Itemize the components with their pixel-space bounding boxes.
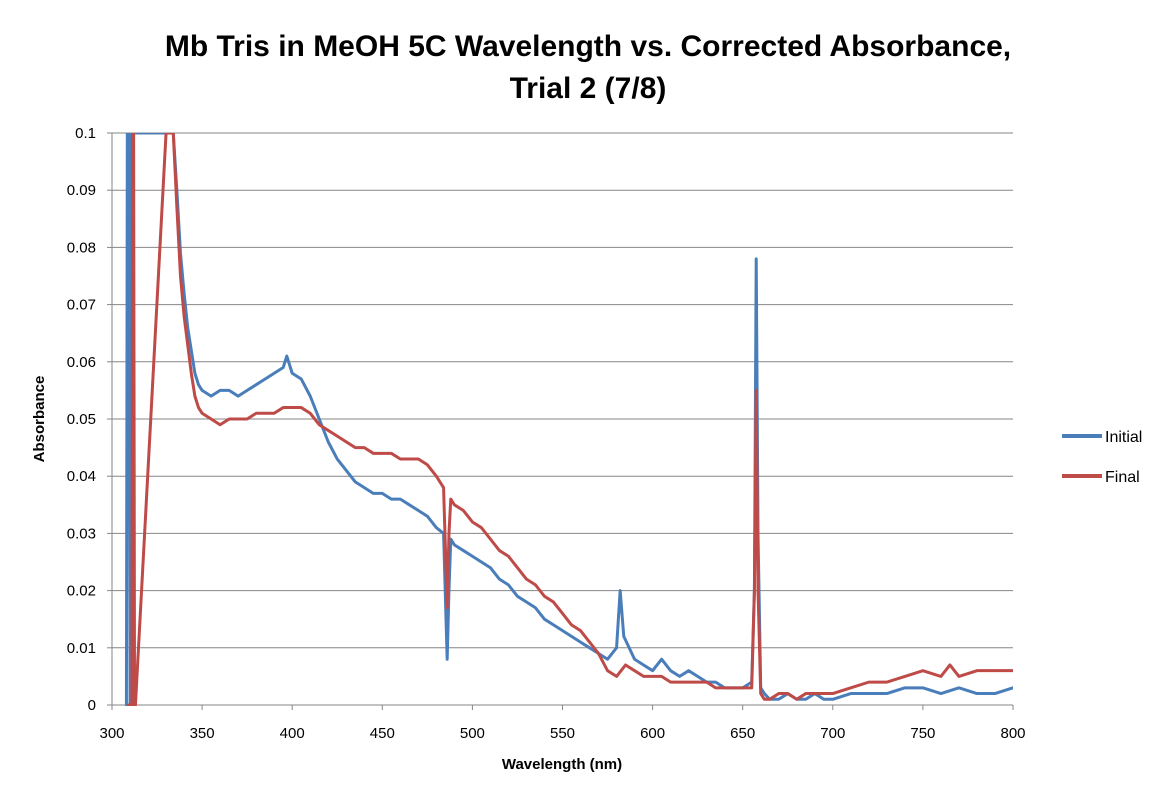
y-tick-label: 0.1 (75, 125, 96, 142)
y-tick-label: 0.03 (67, 525, 96, 542)
y-tick-label: 0.06 (67, 354, 96, 371)
x-tick-label: 300 (99, 725, 124, 742)
x-tick-label: 700 (820, 725, 845, 742)
x-tick-label: 500 (460, 725, 485, 742)
x-tick-label: 800 (1000, 725, 1025, 742)
legend: Initial Final (1062, 429, 1142, 486)
chart-title-line-1: Mb Tris in MeOH 5C Wavelength vs. Correc… (165, 30, 1011, 63)
x-tick-labels: 300 350 400 450 500 550 600 650 700 750 800 (99, 725, 1025, 742)
y-tick-label: 0.02 (67, 583, 96, 600)
gridlines (112, 132, 1013, 649)
x-tick-label: 650 (730, 725, 755, 742)
y-tick-label: 0.04 (67, 468, 96, 485)
series-line-final (126, 133, 1013, 706)
chart-title-line-2: Trial 2 (7/8) (510, 72, 667, 105)
axes (107, 132, 1014, 710)
y-tick-label: 0.05 (67, 411, 96, 428)
y-tick-label: 0.09 (67, 182, 96, 199)
y-tick-label: 0 (88, 697, 96, 714)
x-axis-title: Wavelength (nm) (502, 756, 622, 773)
y-axis-title: Absorbance (31, 376, 48, 463)
legend-label-final: Final (1105, 469, 1140, 486)
x-tick-label: 350 (190, 725, 215, 742)
x-tick-label: 400 (280, 725, 305, 742)
series-line-initial (124, 133, 1013, 706)
x-tick-label: 550 (550, 725, 575, 742)
x-tick-label: 450 (370, 725, 395, 742)
legend-label-initial: Initial (1105, 429, 1142, 446)
y-tick-labels: 0 0.01 0.02 0.03 0.04 0.05 0.06 0.07 0.08 0.09 0.1 (67, 125, 96, 714)
y-tick-label: 0.01 (67, 640, 96, 657)
series-lines (124, 133, 1013, 706)
y-tick-label: 0.08 (67, 239, 96, 256)
x-tick-label: 600 (640, 725, 665, 742)
y-tick-label: 0.07 (67, 297, 96, 314)
x-tick-label: 750 (910, 725, 935, 742)
